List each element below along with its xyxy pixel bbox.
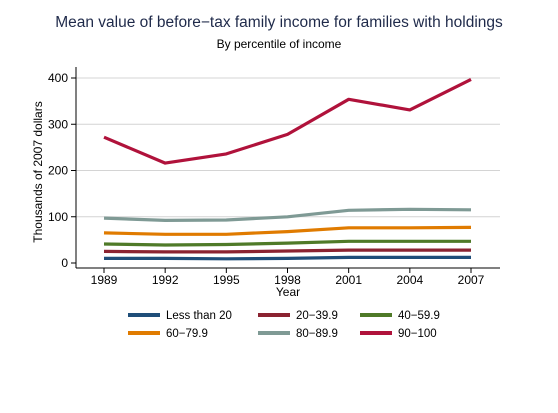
x-tick-label: 1998: [274, 273, 301, 287]
y-tick-label: 100: [48, 210, 68, 224]
legend-swatch: [128, 312, 160, 317]
x-tick-label: 2004: [396, 273, 423, 287]
gridlines: [76, 77, 500, 218]
legend-label: 80−89.9: [296, 328, 338, 340]
legend-item: Less than 20: [128, 310, 232, 322]
series-line: [104, 255, 471, 261]
y-tick-label: 200: [48, 164, 68, 178]
legend-swatch: [258, 312, 290, 317]
x-axis-title: Year: [276, 285, 300, 299]
legend-swatch: [258, 330, 290, 335]
legend-item: 20−39.9: [258, 310, 338, 322]
legend-item: 80−89.9: [258, 328, 338, 340]
x-tick-label: 2007: [458, 273, 485, 287]
y-tick-label: 300: [48, 117, 68, 131]
axes: [71, 67, 500, 273]
x-tick-label: 2001: [335, 273, 362, 287]
x-tick-label: 1995: [213, 273, 240, 287]
x-tick-label: 1989: [91, 273, 118, 287]
legend-swatch: [360, 330, 392, 335]
legend-item: 60−79.9: [128, 328, 208, 340]
chart-title: Mean value of before−tax family income f…: [55, 14, 503, 31]
series-line: [103, 207, 472, 222]
series-line: [103, 77, 472, 165]
legend-swatch: [360, 312, 392, 317]
legend-label: Less than 20: [166, 310, 232, 322]
y-tick-label: 400: [48, 71, 68, 85]
legend-label: 40−59.9: [398, 310, 440, 322]
series-line: [103, 225, 472, 236]
series-lines: [103, 77, 472, 261]
chart-subtitle: By percentile of income: [216, 37, 342, 51]
series-line: [103, 239, 471, 247]
series-line: [103, 248, 471, 254]
y-tick-label: 0: [61, 256, 68, 270]
legend-swatch: [128, 330, 160, 335]
legend-label: 60−79.9: [166, 328, 208, 340]
legend-label: 90−100: [398, 328, 437, 340]
legend-item: 40−59.9: [360, 310, 440, 322]
legend-label: 20−39.9: [296, 310, 338, 322]
legend-item: 90−100: [360, 328, 437, 340]
x-tick-label: 1992: [152, 273, 179, 287]
tick-labels: 0 100 200 300 400 1989 1992 1995 1998 2001 2004 200…: [48, 71, 485, 287]
y-axis-title: Thousands of 2007 dollars: [31, 101, 45, 242]
